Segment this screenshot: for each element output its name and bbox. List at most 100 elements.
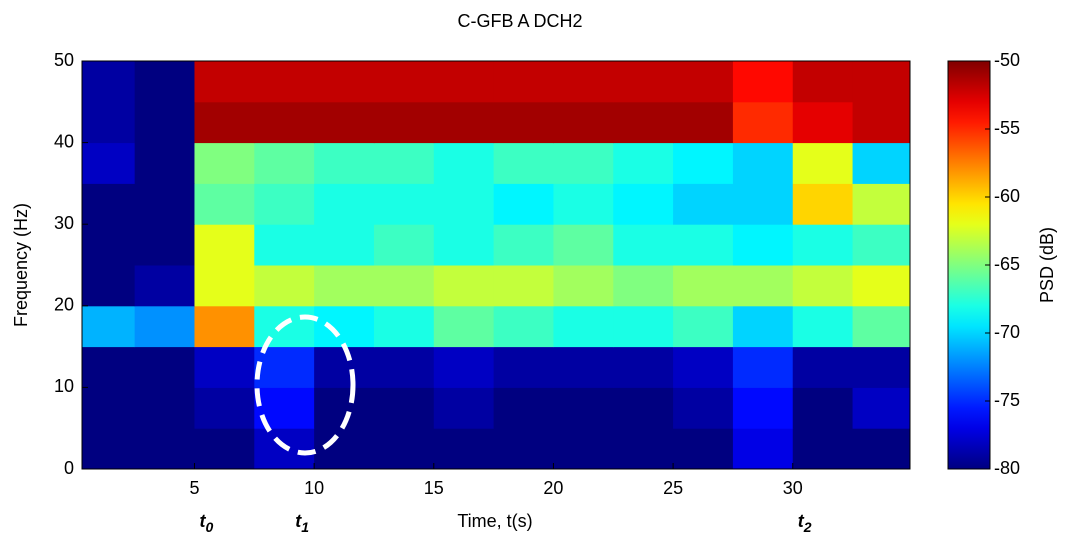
x-tick-label: 20 [543, 478, 563, 498]
y-tick-label: 0 [64, 458, 74, 478]
psd-cell [732, 265, 794, 307]
psd-cell [314, 346, 375, 388]
psd-cell [613, 183, 674, 225]
y-tick-label: 10 [54, 376, 74, 396]
psd-cell [553, 387, 614, 429]
psd-cell [314, 428, 375, 470]
colorbar-tick-label: -50 [994, 50, 1020, 70]
psd-cell [134, 101, 195, 144]
psd-cell [613, 387, 674, 429]
psd-cell [613, 428, 674, 470]
chart-title: C-GFB A DCH2 [457, 11, 582, 31]
psd-cell [852, 346, 911, 388]
psd-cell [134, 142, 195, 184]
time-marker-sub: 1 [301, 519, 309, 534]
highlight-ellipse [254, 314, 356, 456]
psd-cell [493, 305, 554, 348]
psd-cell [852, 305, 911, 348]
colorbar-tick-label: -60 [994, 186, 1020, 206]
time-marker: t1 [295, 511, 309, 534]
psd-cell [673, 265, 734, 307]
psd-cell [732, 61, 794, 103]
psd-cell [493, 387, 554, 429]
psd-cell [493, 428, 554, 470]
psd-cell [852, 142, 911, 184]
psd-cell [732, 101, 794, 144]
x-tick-label: 25 [663, 478, 683, 498]
time-marker: t2 [798, 511, 812, 534]
psd-cell [493, 101, 554, 144]
psd-cell [613, 61, 674, 103]
psd-cell [314, 61, 375, 103]
psd-cell [493, 183, 554, 225]
psd-cell [792, 387, 854, 429]
psd-cell [134, 224, 195, 266]
psd-cell [82, 428, 136, 470]
psd-cell [433, 346, 495, 388]
y-tick-label: 40 [54, 131, 74, 151]
psd-cell [732, 387, 794, 429]
colorbar-tick-label: -55 [994, 118, 1020, 138]
psd-cell [194, 305, 255, 348]
psd-cell [613, 142, 674, 184]
psd-cell [82, 387, 136, 429]
psd-cell [194, 183, 255, 225]
psd-cell [373, 265, 435, 307]
colorbar-tick-label: -80 [994, 458, 1020, 478]
x-tick-label: 30 [783, 478, 803, 498]
psd-cell [792, 101, 854, 144]
x-axis-label: Time, t(s) [457, 511, 532, 531]
psd-cell [553, 224, 614, 266]
psd-cell [732, 305, 794, 348]
x-tick-label: 15 [424, 478, 444, 498]
psd-cell [433, 61, 495, 103]
psd-cell [314, 101, 375, 144]
psd-cell [134, 265, 195, 307]
psd-cell [194, 101, 255, 144]
psd-cell [373, 101, 435, 144]
psd-cell [553, 61, 614, 103]
psd-cell [433, 224, 495, 266]
psd-cell [254, 224, 315, 266]
psd-cell [613, 346, 674, 388]
psd-cell [373, 387, 435, 429]
psd-cell [254, 142, 315, 184]
y-tick-label: 50 [54, 50, 74, 70]
psd-cell [852, 387, 911, 429]
psd-cell [134, 346, 195, 388]
psd-cell [792, 346, 854, 388]
psd-cell [613, 305, 674, 348]
psd-cell [433, 183, 495, 225]
psd-cell [673, 183, 734, 225]
psd-cell [194, 428, 255, 470]
psd-cell [314, 142, 375, 184]
psd-cell [852, 101, 911, 144]
psd-cell [134, 428, 195, 470]
psd-cell [134, 305, 195, 348]
psd-cell [493, 224, 554, 266]
psd-cell [82, 224, 136, 266]
colorbar [947, 60, 991, 470]
psd-cell [553, 183, 614, 225]
psd-cell [314, 224, 375, 266]
psd-cell [553, 101, 614, 144]
x-tick-label: 10 [304, 478, 324, 498]
psd-cell [314, 305, 375, 348]
psd-cell [134, 61, 195, 103]
psd-cell [373, 61, 435, 103]
psd-cell [852, 224, 911, 266]
psd-cell [314, 183, 375, 225]
psd-cell [134, 183, 195, 225]
psd-cell [194, 346, 255, 388]
psd-cell [254, 183, 315, 225]
psd-cell [732, 183, 794, 225]
psd-cell [433, 428, 495, 470]
psd-cell [673, 224, 734, 266]
psd-cell [433, 265, 495, 307]
psd-cell [792, 428, 854, 470]
y-tick-label: 30 [54, 213, 74, 233]
psd-cell [553, 346, 614, 388]
psd-cell [673, 142, 734, 184]
y-axis-label: Frequency (Hz) [11, 203, 31, 327]
